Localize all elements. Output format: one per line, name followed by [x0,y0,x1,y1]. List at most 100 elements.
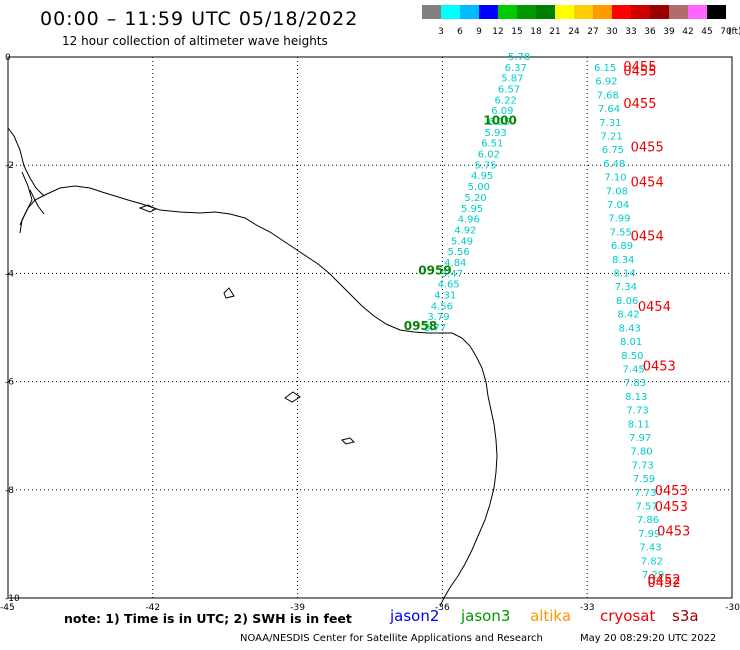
jason3-time-label: 0958 [404,319,437,333]
cryosat-height-label: 7.55 [610,227,632,238]
jason3-height-label: 3.77 [424,323,446,334]
cryosat-height-label: 6.15 [594,63,616,74]
page-title: 00:00 – 11:59 UTC 05/18/2022 [40,8,359,30]
jason3-height-label: 5.93 [484,128,506,139]
cryosat-time-label: 0453 [657,524,690,539]
color-scale-swatch [536,5,555,19]
cryosat-height-label: 7.59 [633,474,655,485]
cryosat-height-label: 7.34 [615,282,637,293]
jason3-height-label: 6.37 [505,63,527,74]
cryosat-height-label: 8.13 [625,392,647,403]
cryosat-time-label: 0454 [638,300,671,315]
cryosat-height-label: 7.73 [626,406,648,417]
cryosat-height-label: 7.21 [600,132,622,143]
x-tick-label: -36 [435,603,450,613]
y-tick-label: -4 [5,269,14,279]
y-tick-label: -8 [5,486,14,496]
jason3-height-label: 4.56 [431,301,453,312]
cryosat-height-label: 8.43 [619,323,641,334]
cryosat-time-label: 0454 [631,175,664,190]
island-3 [284,391,301,403]
color-scale-label: 24 [568,27,580,37]
cryosat-height-label: 7.68 [597,90,619,101]
cryosat-time-label: 0454 [631,230,664,245]
y-tick-label: -6 [5,378,14,388]
jason3-height-label: 5.20 [464,193,486,204]
x-tick-label: -33 [580,603,595,613]
cryosat-height-label: 7.08 [606,186,628,197]
cryosat-time-label: 0455 [631,140,664,155]
cryosat-height-label: 8.34 [612,255,634,266]
color-scale-label: 33 [625,27,637,37]
footer-note: note: 1) Time is in UTC; 2) SWH is in fe… [64,611,352,626]
satellite-legend-jason3: jason3 [461,607,511,625]
jason3-height-label: 6.22 [495,95,517,106]
cryosat-height-label: 7.99 [638,529,660,540]
jason3-height-label: 6.02 [478,150,500,161]
color-scale-swatch [669,5,688,19]
credit-text: NOAA/NESDIS Center for Satellite Applica… [240,633,543,644]
color-scale-label: 39 [663,27,675,37]
color-scale-swatch [555,5,574,19]
page-subtitle: 12 hour collection of altimeter wave hei… [62,34,328,48]
color-scale-swatch [650,5,669,19]
jason3-height-label: 4.31 [434,290,456,301]
cryosat-time-label: 0453 [643,359,676,374]
color-scale-swatch [498,5,517,19]
color-scale-label: 30 [606,27,618,37]
cryosat-time-label: 0453 [655,500,688,515]
jason3-height-label: 4.95 [471,171,493,182]
cryosat-time-label: 0455 [623,65,656,80]
color-scale-swatch [479,5,498,19]
cryosat-height-label: 6.92 [595,77,617,88]
jason3-height-label: 4.84 [444,258,466,269]
cryosat-height-label: 7.04 [607,200,629,211]
color-scale-swatch [422,5,441,19]
island-2 [223,287,235,299]
cryosat-height-label: 8.42 [617,310,639,321]
jason3-height-label: 5.49 [451,236,473,247]
y-tick-label: -2 [5,161,14,171]
jason3-height-label: 3.47 [441,269,463,280]
jason3-height-label: 4.92 [454,225,476,236]
coastline-north [7,127,45,226]
jason3-height-label: 4.65 [437,280,459,291]
x-tick-label: -30 [725,603,740,613]
x-tick-label: -42 [145,603,160,613]
satellite-legend-s3a: s3a [672,607,699,625]
cryosat-time-label: 0455 [623,97,656,112]
color-scale-label: 6 [457,27,463,37]
map-frame [7,56,733,599]
jason3-height-label: 3.79 [427,312,449,323]
color-scale-label: 3 [438,27,444,37]
cryosat-height-label: 7.73 [632,460,654,471]
cryosat-height-label: 6.48 [603,159,625,170]
jason3-height-label: 4.96 [458,215,480,226]
jason3-height-label: 5.78 [508,52,530,63]
cryosat-time-label: 0452 [648,576,681,591]
cryosat-height-label: 7.10 [604,173,626,184]
cryosat-height-label: 8.01 [620,337,642,348]
cryosat-height-label: 7.82 [641,556,663,567]
color-scale-swatch [631,5,650,19]
y-tick-label: 0 [5,53,11,63]
cryosat-height-label: 7.43 [639,543,661,554]
color-scale-swatch [593,5,612,19]
jason3-height-label: 6.51 [481,139,503,150]
satellite-legend-altika: altika [530,607,572,625]
color-scale-label: 21 [549,27,561,37]
cryosat-height-label: 7.45 [623,364,645,375]
jason3-height-label: 5.95 [461,204,483,215]
color-scale-swatch [688,5,707,19]
island-4 [341,437,355,445]
color-scale-swatch [441,5,460,19]
timestamp-text: May 20 08:29:20 UTC 2022 [580,633,717,644]
jason3-height-label: 5.56 [448,247,470,258]
jason3-height-label: 6.57 [498,85,520,96]
cryosat-time-label: 0452 [648,573,681,588]
island-1 [138,204,158,213]
cryosat-height-label: 7.73 [634,488,656,499]
color-scale-label: 45 [701,27,713,37]
color-scale-swatch [707,5,726,19]
